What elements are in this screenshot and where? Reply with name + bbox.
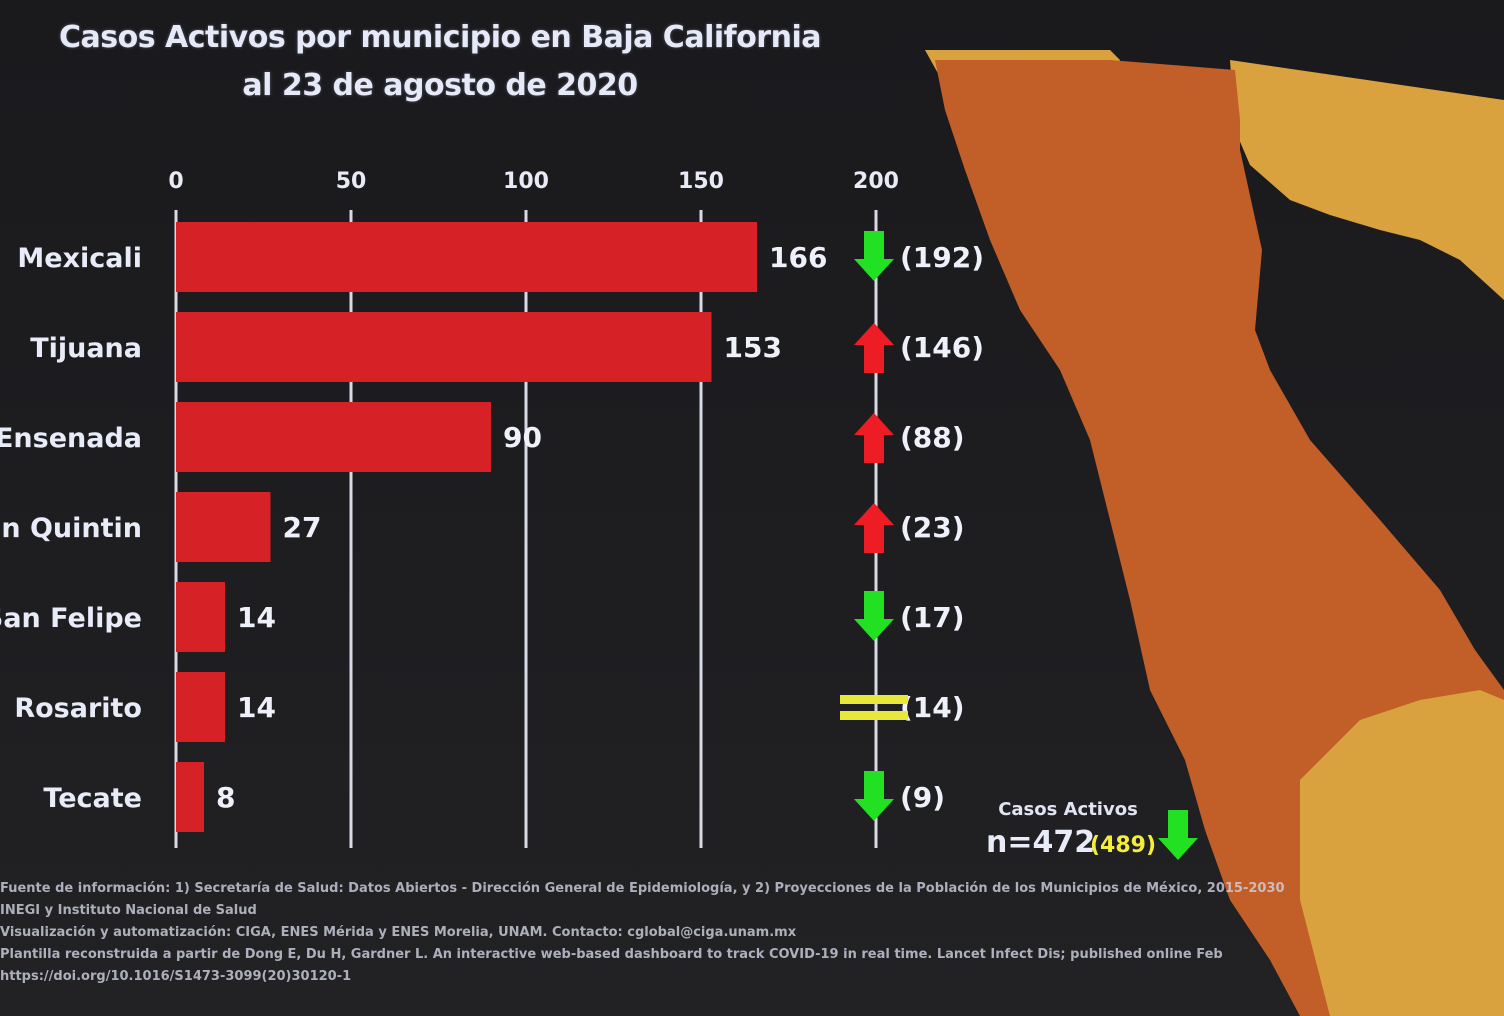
totals-caption: Casos Activos [998, 799, 1138, 820]
title-line-2: al 23 de agosto de 2020 [242, 68, 638, 103]
previous-value-label: (192) [900, 241, 984, 274]
map-neighbor-region [1230, 60, 1504, 300]
trend-up-arrow-icon [854, 503, 894, 553]
category-label: Tecate [43, 783, 142, 814]
bar-mexicali [176, 222, 757, 292]
value-label: 166 [769, 241, 827, 274]
map-mainland-strip [1300, 690, 1504, 1016]
source-line-4: Plantilla reconstruida a partir de Dong … [0, 947, 1223, 962]
trend-up-arrow-icon [854, 323, 894, 373]
x-tick-label: 150 [678, 169, 724, 194]
category-label: San Quintin [0, 513, 142, 544]
previous-value-label: (23) [900, 511, 965, 544]
title-line-1: Casos Activos por municipio en Baja Cali… [59, 20, 821, 55]
value-label: 27 [283, 511, 322, 544]
previous-value-label: (9) [900, 781, 945, 814]
bar-tijuana [176, 312, 712, 382]
x-tick-label: 200 [853, 169, 899, 194]
category-label: Ensenada [0, 423, 142, 454]
trend-equal-icon [840, 695, 908, 704]
trend-down-arrow-icon [854, 231, 894, 281]
previous-value-label: (88) [900, 421, 965, 454]
source-line-2: INEGI y Instituto Nacional de Salud [0, 903, 257, 918]
bar-san-felipe [176, 582, 225, 652]
category-label: San Felipe [0, 603, 142, 634]
value-label: 14 [237, 691, 276, 724]
category-label: Mexicali [17, 243, 142, 274]
x-tick-label: 0 [168, 169, 183, 194]
trend-down-arrow-icon [854, 771, 894, 821]
trend-up-arrow-icon [854, 413, 894, 463]
value-label: 14 [237, 601, 276, 634]
previous-value-label: (146) [900, 331, 984, 364]
bar-san-quintin [176, 492, 271, 562]
previous-value-label: (17) [900, 601, 965, 634]
value-label: 8 [216, 781, 235, 814]
trend-down-arrow-icon [854, 591, 894, 641]
source-line-3: Visualización y automatización: CIGA, EN… [0, 925, 797, 940]
previous-value-label: (14) [900, 691, 965, 724]
sources-footer: Fuente de información: 1) Secretaría de … [0, 878, 1380, 988]
value-label: 90 [503, 421, 542, 454]
category-label: Rosarito [14, 693, 142, 724]
value-label: 153 [724, 331, 782, 364]
source-line-1: Fuente de información: 1) Secretaría de … [0, 881, 1285, 896]
category-label: Tijuana [30, 333, 142, 364]
totals-previous: (489) [1090, 833, 1156, 858]
totals-current: n=472 [986, 825, 1095, 860]
totals-block: Casos Activos n=472 (489) [986, 799, 1198, 860]
bar-rosarito [176, 672, 225, 742]
totals-down-arrow-icon [1158, 810, 1198, 860]
x-tick-label: 100 [503, 169, 549, 194]
bar-tecate [176, 762, 204, 832]
x-tick-label: 50 [336, 169, 367, 194]
source-line-5: https://doi.org/10.1016/S1473-3099(20)30… [0, 969, 352, 984]
trend-equal-icon-bar [840, 711, 908, 720]
chart-title: Casos Activos por municipio en Baja Cali… [20, 14, 860, 110]
bar-ensenada [176, 402, 491, 472]
